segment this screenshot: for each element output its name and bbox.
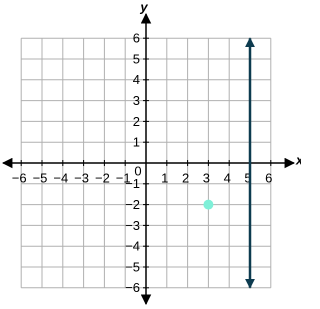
chart: x y 0 −6−5−4−3−2−1123456−6−5−4−3−2−11234…: [1, 0, 301, 306]
y-tick-label: 2: [133, 114, 140, 129]
y-tick-label: −3: [125, 218, 140, 233]
y-tick-label: 3: [133, 93, 140, 108]
x-tick-label: −2: [95, 170, 110, 185]
x-tick-label: −1: [116, 170, 131, 185]
x-tick-label: −3: [74, 170, 89, 185]
x-tick-label: −4: [53, 170, 68, 185]
x-tick-label: 6: [265, 170, 272, 185]
origin-label: 0: [134, 163, 141, 178]
y-tick-label: −2: [125, 197, 140, 212]
y-tick-label: 4: [133, 72, 140, 87]
x-tick-label: 3: [203, 170, 210, 185]
y-tick-label: −5: [125, 259, 140, 274]
x-tick-label: 4: [224, 170, 231, 185]
y-tick-label: −6: [125, 280, 140, 295]
y-tick-label: 5: [133, 51, 140, 66]
y-tick-label: −1: [125, 176, 140, 191]
y-tick-label: 1: [133, 135, 140, 150]
point: [203, 199, 214, 210]
x-tick-label: 1: [161, 170, 168, 185]
x-tick-label: −5: [33, 170, 48, 185]
y-tick-label: −4: [125, 239, 140, 254]
x-tick-label: 2: [182, 170, 189, 185]
x-tick-label: −6: [12, 170, 27, 185]
y-tick-label: 6: [133, 31, 140, 46]
x-axis-label: x: [295, 152, 301, 167]
y-axis-label: y: [139, 0, 148, 14]
